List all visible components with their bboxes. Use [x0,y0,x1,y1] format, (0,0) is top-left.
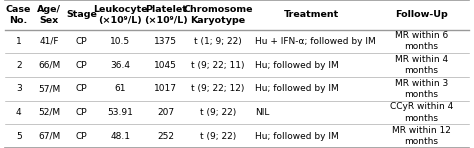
Text: 1017: 1017 [155,84,177,93]
Text: 52/M: 52/M [38,108,61,117]
Text: 41/F: 41/F [40,37,59,46]
Text: CP: CP [75,84,87,93]
Text: CP: CP [75,37,87,46]
Text: Hu + IFN-α; followed by IM: Hu + IFN-α; followed by IM [255,37,375,46]
Text: 66/M: 66/M [38,61,61,70]
Text: Leukocyte
(×10⁹/L): Leukocyte (×10⁹/L) [93,5,147,25]
Text: Hu; followed by IM: Hu; followed by IM [255,84,338,93]
Text: 10.5: 10.5 [110,37,130,46]
Text: 2: 2 [16,61,21,70]
Text: 207: 207 [157,108,174,117]
Text: t (9; 22): t (9; 22) [200,132,236,141]
Text: 67/M: 67/M [38,132,61,141]
Text: t (9; 22; 12): t (9; 22; 12) [191,84,245,93]
Text: Stage: Stage [66,10,97,19]
Text: 57/M: 57/M [38,84,61,93]
Text: Age/
Sex: Age/ Sex [37,5,62,25]
Text: MR within 3
months: MR within 3 months [395,79,448,99]
Text: Hu; followed by IM: Hu; followed by IM [255,132,338,141]
Text: 53.91: 53.91 [107,108,133,117]
Text: Hu; followed by IM: Hu; followed by IM [255,61,338,70]
Text: 1045: 1045 [155,61,177,70]
Text: 36.4: 36.4 [110,61,130,70]
Text: 4: 4 [16,108,21,117]
Text: Follow-Up: Follow-Up [395,10,448,19]
Text: 1: 1 [16,37,21,46]
Text: CP: CP [75,108,87,117]
Text: t (9; 22): t (9; 22) [200,108,236,117]
Text: CP: CP [75,132,87,141]
Text: MR within 4
months: MR within 4 months [395,55,448,75]
Text: 3: 3 [16,84,21,93]
Text: 252: 252 [157,132,174,141]
Text: MR within 6
months: MR within 6 months [395,31,448,52]
Text: t (1; 9; 22): t (1; 9; 22) [194,37,242,46]
Text: NIL: NIL [255,108,269,117]
Text: Platelet
(×10⁹/L): Platelet (×10⁹/L) [144,5,188,25]
Text: Treatment: Treatment [283,10,338,19]
Text: 48.1: 48.1 [110,132,130,141]
Text: Chromosome
Karyotype: Chromosome Karyotype [183,5,253,25]
Text: t (9; 22; 11): t (9; 22; 11) [191,61,245,70]
Text: CP: CP [75,61,87,70]
Text: 5: 5 [16,132,21,141]
Text: 1375: 1375 [155,37,177,46]
Text: MR within 12
months: MR within 12 months [392,126,451,146]
Text: Case
No.: Case No. [6,5,31,25]
Text: CCyR within 4
months: CCyR within 4 months [390,102,453,123]
Text: 61: 61 [115,84,126,93]
